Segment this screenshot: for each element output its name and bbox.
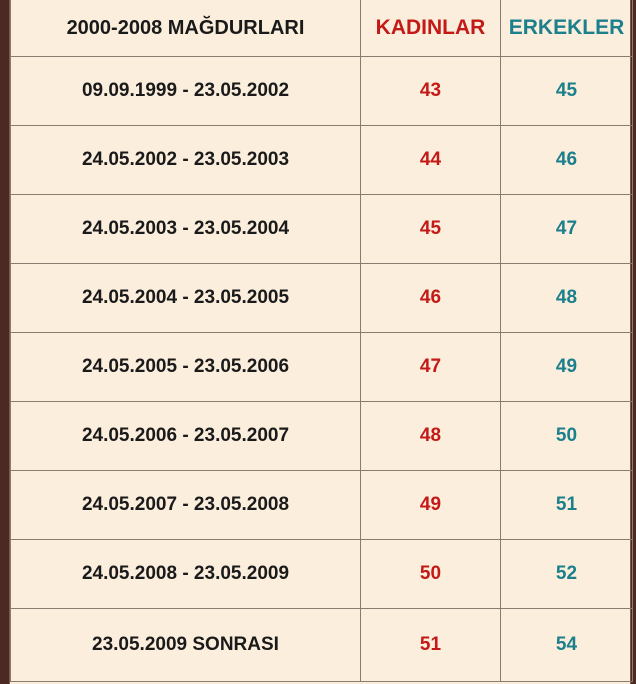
period-cell: 24.05.2008 - 23.05.2009 [10, 539, 361, 609]
men-age-cell: 47 [500, 194, 633, 264]
period-cell: 24.05.2007 - 23.05.2008 [10, 470, 361, 540]
period-cell: 24.05.2005 - 23.05.2006 [10, 332, 361, 402]
table-header-row: 2000-2008 MAĞDURLARI KADINLAR ERKEKLER [10, 0, 633, 57]
women-age-cell: 51 [360, 608, 501, 682]
header-period: 2000-2008 MAĞDURLARI [10, 0, 361, 57]
header-men: ERKEKLER [500, 0, 633, 57]
table-row: 24.05.2003 - 23.05.2004 45 47 [10, 194, 633, 264]
table-row: 24.05.2004 - 23.05.2005 46 48 [10, 263, 633, 333]
period-cell: 24.05.2003 - 23.05.2004 [10, 194, 361, 264]
table-row: 24.05.2006 - 23.05.2007 48 50 [10, 401, 633, 471]
women-age-cell: 48 [360, 401, 501, 471]
retirement-age-table-container: 2000-2008 MAĞDURLARI KADINLAR ERKEKLER 0… [9, 0, 633, 684]
period-cell: 24.05.2004 - 23.05.2005 [10, 263, 361, 333]
women-age-cell: 44 [360, 125, 501, 195]
men-age-cell: 51 [500, 470, 633, 540]
men-age-cell: 46 [500, 125, 633, 195]
table-row: 24.05.2007 - 23.05.2008 49 51 [10, 470, 633, 540]
men-age-cell: 54 [500, 608, 633, 682]
table-row: 09.09.1999 - 23.05.2002 43 45 [10, 56, 633, 126]
men-age-cell: 52 [500, 539, 633, 609]
women-age-cell: 46 [360, 263, 501, 333]
men-age-cell: 48 [500, 263, 633, 333]
men-age-cell: 50 [500, 401, 633, 471]
women-age-cell: 47 [360, 332, 501, 402]
header-women: KADINLAR [360, 0, 501, 57]
table-row: 24.05.2005 - 23.05.2006 47 49 [10, 332, 633, 402]
women-age-cell: 49 [360, 470, 501, 540]
women-age-cell: 43 [360, 56, 501, 126]
table-row: 24.05.2002 - 23.05.2003 44 46 [10, 125, 633, 195]
women-age-cell: 50 [360, 539, 501, 609]
period-cell: 09.09.1999 - 23.05.2002 [10, 56, 361, 126]
table-row: 23.05.2009 SONRASI 51 54 [10, 608, 633, 682]
table-row: 24.05.2008 - 23.05.2009 50 52 [10, 539, 633, 609]
period-cell: 23.05.2009 SONRASI [10, 608, 361, 682]
women-age-cell: 45 [360, 194, 501, 264]
men-age-cell: 49 [500, 332, 633, 402]
men-age-cell: 45 [500, 56, 633, 126]
period-cell: 24.05.2002 - 23.05.2003 [10, 125, 361, 195]
period-cell: 24.05.2006 - 23.05.2007 [10, 401, 361, 471]
retirement-age-table: 2000-2008 MAĞDURLARI KADINLAR ERKEKLER 0… [10, 0, 633, 682]
